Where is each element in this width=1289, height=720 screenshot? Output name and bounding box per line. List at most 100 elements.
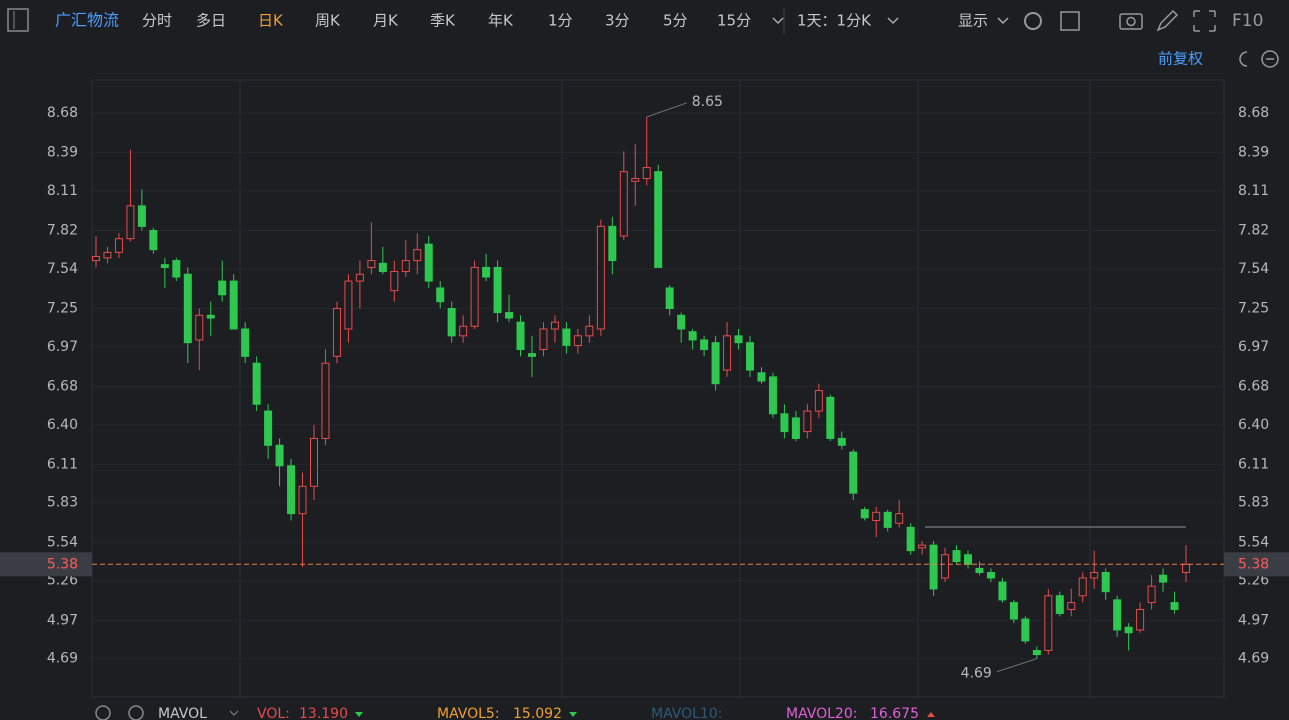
period-tab[interactable]: 分时 (142, 12, 172, 30)
zoom-out-icon[interactable] (1261, 50, 1279, 68)
min-pointer (996, 658, 1037, 673)
y2-tick-label: 7.54 (1238, 261, 1269, 277)
max-label: 8.65 (692, 94, 723, 110)
candle-body (1170, 602, 1179, 610)
undo-icon[interactable] (1239, 51, 1248, 67)
y-tick-label: 6.68 (47, 378, 78, 394)
candle-body (941, 554, 950, 579)
candle-body (310, 437, 318, 487)
candle-body (92, 255, 100, 262)
indicator-value: 13.190 (299, 706, 348, 720)
candle-body (918, 544, 927, 549)
adjust-mode[interactable]: 前复权 (1158, 50, 1203, 68)
candle-body (700, 339, 709, 351)
candle-body (195, 314, 204, 341)
last-price-label: 5.38 (1238, 556, 1269, 572)
period-tab[interactable]: 日K (258, 12, 284, 30)
candle-body (952, 550, 961, 563)
vol-close-icon[interactable] (128, 705, 144, 720)
vol-down-arrow (355, 712, 363, 717)
candle-body (849, 451, 858, 494)
y2-tick-label: 8.68 (1238, 105, 1269, 121)
candle-body (895, 513, 904, 524)
last-price-box (0, 552, 92, 577)
indicator-value: 15.092 (513, 706, 562, 720)
period-tab[interactable]: 季K (430, 12, 456, 30)
candle-body (906, 526, 915, 552)
candle-body (654, 171, 663, 268)
period-tab[interactable]: 5分 (663, 12, 688, 30)
y2-tick-label: 6.97 (1238, 339, 1269, 355)
period-tab[interactable]: 多日 (196, 12, 226, 30)
y-tick-label: 6.11 (47, 456, 78, 472)
stock-name[interactable]: 广汇物流 (55, 11, 119, 30)
period-tab[interactable]: 3分 (605, 12, 630, 30)
candle-body (1124, 626, 1133, 634)
f10-button[interactable]: F10 (1232, 11, 1263, 31)
period-tab[interactable]: 月K (373, 12, 399, 30)
candle-body (539, 328, 548, 351)
period-tab[interactable]: 周K (315, 12, 341, 30)
y-tick-label: 7.54 (47, 261, 78, 277)
candle-body (103, 251, 112, 259)
candle-body (1078, 577, 1087, 597)
y2-tick-label: 6.11 (1238, 456, 1269, 472)
last-price-box (1224, 552, 1289, 577)
candle-body (275, 444, 284, 467)
period-select[interactable]: 1天：1分K (797, 12, 872, 30)
candle-body (401, 260, 410, 273)
checkbox-icon[interactable] (1060, 11, 1080, 31)
candle-body (1009, 602, 1018, 620)
y2-tick-label: 7.25 (1238, 300, 1269, 316)
candle-body (264, 410, 273, 446)
settings-icon[interactable] (1024, 12, 1042, 30)
y-tick-label: 6.97 (47, 339, 78, 355)
candle-body (149, 229, 158, 251)
y-tick-label: 7.82 (47, 222, 78, 238)
candle-body (1090, 572, 1099, 579)
candle-body (1021, 618, 1030, 642)
candle-body (619, 171, 628, 237)
candle-body (929, 544, 938, 590)
period-tab[interactable]: 1分 (548, 12, 573, 30)
candle-body (1032, 649, 1041, 656)
sidebar-toggle[interactable] (7, 8, 29, 32)
period-tab[interactable]: 年K (488, 12, 514, 30)
candle-body (137, 205, 146, 227)
candle-body (975, 567, 984, 574)
candle-body (803, 410, 812, 433)
candle-body (986, 572, 995, 579)
indicator-name: MAVOL20: (786, 706, 857, 720)
candle-body (872, 511, 881, 522)
y2-tick-label: 5.26 (1238, 573, 1269, 589)
candle-body (711, 342, 720, 385)
candle-body (447, 307, 456, 337)
candle-body (860, 509, 869, 519)
indicator-name: MAVOL10: (651, 706, 722, 720)
candle-body (631, 178, 640, 182)
vol-dropdown[interactable] (229, 710, 239, 716)
candle-body (883, 511, 892, 528)
candle-body (229, 280, 238, 330)
max-pointer (646, 102, 687, 118)
candle-body (1067, 602, 1076, 610)
y-tick-label: 5.54 (47, 534, 78, 550)
candle-body (746, 342, 754, 371)
pen-icon[interactable] (1156, 9, 1179, 32)
candle-body (768, 376, 777, 415)
candle-body (516, 321, 525, 351)
dropdown-arrows (772, 17, 1009, 25)
candle-body (688, 331, 697, 341)
candle-body (780, 413, 789, 433)
vol-settings-icon[interactable] (95, 705, 111, 720)
candle-body (1055, 595, 1064, 615)
candle-body (964, 554, 972, 565)
candle-body (723, 335, 732, 371)
y2-tick-label: 6.40 (1238, 417, 1269, 433)
display-menu[interactable]: 显示 (958, 12, 988, 30)
fullscreen-icon[interactable] (1193, 10, 1216, 32)
period-tab[interactable]: 15分 (717, 12, 751, 30)
y-tick-label: 4.69 (47, 651, 78, 667)
camera-icon[interactable] (1119, 13, 1143, 30)
